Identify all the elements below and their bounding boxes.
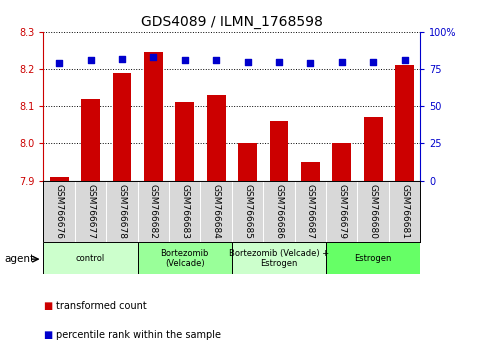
Point [401, 57, 409, 63]
Text: GSM766677: GSM766677 [86, 184, 95, 239]
Bar [175, 103, 194, 181]
Bar [364, 118, 383, 181]
Point [213, 57, 220, 63]
Text: Bortezomib (Velcade) +
Estrogen: Bortezomib (Velcade) + Estrogen [229, 249, 329, 268]
Text: GSM766676: GSM766676 [55, 184, 64, 239]
Text: GSM766685: GSM766685 [243, 184, 252, 239]
Point [56, 60, 63, 66]
Point [338, 59, 346, 64]
Bar [81, 99, 100, 181]
Text: Estrogen: Estrogen [355, 254, 392, 263]
Point [307, 60, 314, 66]
Bar [232, 242, 326, 274]
Text: GSM766686: GSM766686 [274, 184, 284, 239]
Text: ■: ■ [43, 301, 53, 311]
Bar [207, 95, 226, 181]
Text: GSM766682: GSM766682 [149, 184, 158, 239]
Text: percentile rank within the sample: percentile rank within the sample [56, 330, 221, 339]
Bar [270, 121, 288, 181]
Text: GSM766681: GSM766681 [400, 184, 409, 239]
Bar [144, 52, 163, 181]
Point [369, 59, 377, 64]
Point [118, 56, 126, 62]
Bar [43, 242, 138, 274]
Bar [326, 242, 420, 274]
Bar [238, 143, 257, 181]
Point [150, 54, 157, 60]
Text: GSM766678: GSM766678 [117, 184, 127, 239]
Point [243, 59, 251, 64]
Text: Bortezomib
(Velcade): Bortezomib (Velcade) [160, 249, 209, 268]
Text: GSM766683: GSM766683 [180, 184, 189, 239]
Bar [395, 65, 414, 181]
Point [275, 59, 283, 64]
Text: agent: agent [5, 254, 35, 264]
Text: GSM766679: GSM766679 [337, 184, 346, 239]
Title: GDS4089 / ILMN_1768598: GDS4089 / ILMN_1768598 [141, 16, 323, 29]
Bar [138, 242, 232, 274]
Text: GSM766687: GSM766687 [306, 184, 315, 239]
Bar [301, 162, 320, 181]
Text: GSM766684: GSM766684 [212, 184, 221, 239]
Text: ■: ■ [43, 330, 53, 339]
Point [87, 57, 95, 63]
Point [181, 57, 188, 63]
Text: transformed count: transformed count [56, 301, 146, 311]
Bar [113, 73, 131, 181]
Bar [332, 143, 351, 181]
Text: control: control [76, 254, 105, 263]
Bar [50, 177, 69, 181]
Text: GSM766680: GSM766680 [369, 184, 378, 239]
